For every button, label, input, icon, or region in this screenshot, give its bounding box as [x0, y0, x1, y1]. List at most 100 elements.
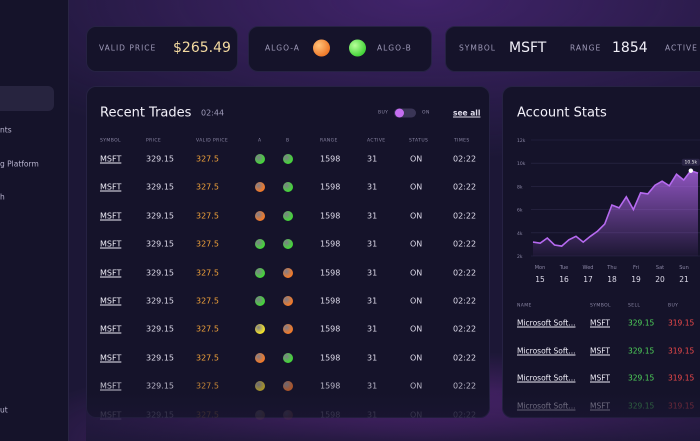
panel-title: Recent Trades — [100, 105, 192, 121]
table-cell: 327.5 — [196, 381, 219, 391]
table-cell: MSFT — [100, 353, 122, 363]
column-header: A — [258, 138, 262, 144]
x-date-label: 19 — [631, 275, 641, 284]
table-cell: 327.5 — [196, 182, 219, 192]
table-cell: ON — [410, 381, 423, 391]
toggle-knob[interactable] — [395, 108, 404, 118]
x-date-label: 17 — [583, 275, 593, 284]
status-dot — [255, 352, 265, 363]
table-cell: 1598 — [320, 268, 341, 278]
table-cell: 02:22 — [453, 268, 477, 278]
x-day-label: Sat — [656, 265, 664, 271]
status-dot — [283, 239, 293, 250]
table-cell: 329.15 — [628, 346, 655, 355]
table-cell: 31 — [367, 182, 378, 192]
table-cell: 31 — [367, 324, 378, 334]
fade — [86, 392, 700, 441]
area — [533, 170, 698, 256]
table-cell: ON — [410, 268, 423, 278]
table-cell: MSFT — [100, 154, 122, 164]
column-header: BUY — [668, 303, 679, 309]
status-dot — [283, 154, 293, 164]
table-cell: 327.5 — [196, 154, 219, 164]
nav-item[interactable]: h — [0, 192, 5, 202]
label: ACTIVE — [665, 43, 698, 53]
table-cell: MSFT — [100, 211, 122, 221]
x-date-label: 21 — [679, 275, 689, 284]
table-cell: 319.15 — [668, 373, 695, 383]
table-cell: 1598 — [320, 353, 341, 363]
y-tick-label: 12k — [517, 138, 526, 144]
column-header: STATUS — [409, 138, 429, 144]
price-card — [86, 26, 238, 72]
nav-item[interactable]: g Platform — [0, 159, 39, 169]
status-dot — [255, 210, 265, 221]
tooltip-dot — [688, 168, 694, 173]
label: ALGO-A — [265, 43, 300, 53]
y-tick-label: 2k — [517, 254, 523, 260]
status-dot — [255, 381, 265, 392]
table-cell: 327.5 — [196, 296, 219, 306]
table-cell: ON — [410, 353, 423, 363]
status-dot — [283, 324, 293, 335]
line — [532, 169, 699, 247]
table-cell: 319.15 — [668, 346, 695, 355]
table-cell: 02:22 — [453, 381, 477, 391]
column-header: RANGE — [320, 138, 338, 144]
table-cell: 1598 — [320, 154, 341, 164]
table-cell: 327.5 — [196, 268, 219, 278]
table-cell: 02:22 — [453, 154, 477, 164]
table-cell: 329.15 — [146, 381, 174, 391]
x-day-label: Thu — [606, 265, 616, 271]
selected-nav-item[interactable] — [0, 86, 54, 111]
table-cell: MSFT — [100, 296, 122, 306]
column-header: ACTIVE — [367, 138, 386, 144]
table-cell: 31 — [367, 239, 378, 249]
label: SYMBOL — [459, 43, 496, 53]
table-cell: 31 — [367, 296, 378, 306]
nav-item[interactable]: ut — [0, 405, 8, 415]
status-dot — [283, 352, 293, 363]
status-dot — [255, 267, 265, 278]
table-cell: 31 — [367, 211, 378, 221]
nav-item[interactable]: nts — [0, 125, 12, 135]
x-date-label: 16 — [559, 275, 569, 284]
status-dot — [283, 210, 293, 221]
column-header: SELL — [628, 303, 641, 309]
table-cell: 327.5 — [196, 324, 219, 334]
status-dot — [313, 39, 330, 57]
x-day-label: Wed — [583, 265, 594, 271]
label: RANGE — [570, 43, 602, 53]
table-cell: 327.5 — [196, 239, 219, 249]
column-header: B — [286, 138, 290, 144]
status-dot — [283, 182, 293, 193]
table-cell: 329.15 — [146, 182, 174, 192]
status-dot — [349, 39, 366, 57]
see-all-link[interactable]: see all — [453, 108, 481, 118]
toggle-label[interactable]: ON — [422, 110, 430, 116]
status-dot — [255, 296, 265, 306]
table-cell: 02:22 — [453, 353, 477, 363]
value: 1854 — [612, 40, 648, 56]
toggle[interactable] — [394, 108, 416, 118]
toggle-label[interactable]: BUY — [378, 110, 389, 116]
table-cell: 02:22 — [453, 324, 477, 334]
column-header: PRICE — [146, 138, 162, 144]
x-day-label: Fri — [633, 265, 639, 271]
table-cell: ON — [410, 211, 423, 221]
table-cell: 1598 — [320, 211, 341, 221]
column-header: TIMES — [454, 138, 470, 144]
status-dot — [283, 267, 293, 278]
x-day-label: Mon — [535, 265, 546, 271]
algo-card — [248, 26, 432, 72]
status-dot — [283, 296, 293, 306]
status-dot — [255, 182, 265, 193]
table-cell: 31 — [367, 381, 378, 391]
table-cell: Microsoft Soft... — [517, 318, 576, 328]
table-cell: ON — [410, 324, 423, 334]
x-day-label: Sun — [679, 265, 689, 271]
label: VALID PRICE — [99, 43, 157, 53]
table-cell: Microsoft Soft... — [517, 373, 576, 383]
value: $265.49 — [173, 40, 231, 56]
y-tick-label: 10k — [517, 161, 526, 167]
